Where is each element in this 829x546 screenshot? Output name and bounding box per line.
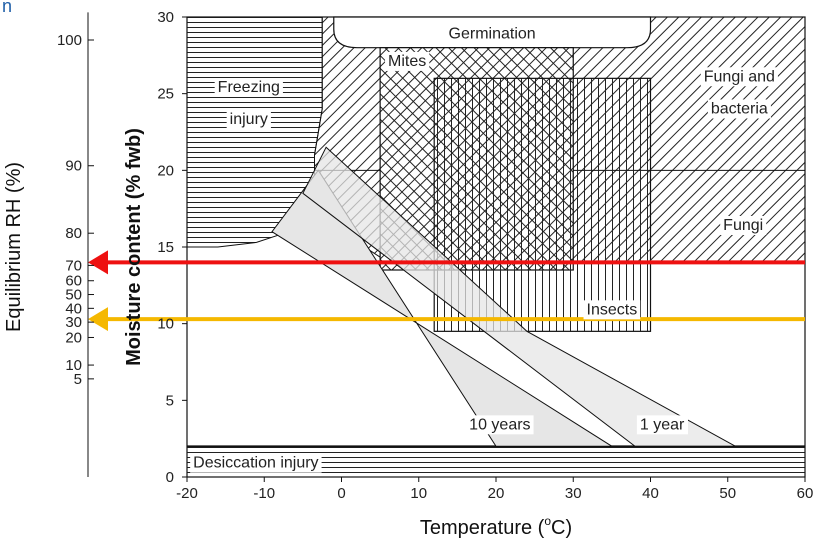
x-tick-label-10: 10 <box>410 485 427 502</box>
mites-label: Mites <box>388 53 426 70</box>
rh-axis-title: Equilibrium RH (%) <box>3 162 25 332</box>
x-tick-label-40: 40 <box>642 485 659 502</box>
mites-label-group: Mites <box>385 51 430 71</box>
desiccation-label: Desiccation injury <box>193 455 318 472</box>
x-axis: -20 -10 0 10 20 30 40 50 60 <box>176 477 813 502</box>
freezing-label-line-1-group: Freezing <box>214 78 283 97</box>
x-axis-title: Temperature (oC) <box>420 514 572 539</box>
rh-tick-label-20: 20 <box>65 329 82 346</box>
fungi-label: Fungi <box>723 217 763 234</box>
band-10-years-label-group: 10 years <box>466 415 534 435</box>
band-1-year-label: 1 year <box>640 416 685 433</box>
desiccation-label-group: Desiccation injury <box>190 453 322 473</box>
rh-tick-label-90: 90 <box>65 158 82 175</box>
x-axis-title-unit: C) <box>551 517 572 539</box>
band-10-years <box>271 169 614 447</box>
y-axis-title: Moisture content (% fwb) <box>123 128 145 366</box>
rh-tick-label-40: 40 <box>65 300 82 317</box>
fungi-bacteria-label-line-2-bg <box>707 99 771 119</box>
rh-tick-label-30: 30 <box>65 314 82 331</box>
rh-tick-label-80: 80 <box>65 225 82 242</box>
y-tick-label-20: 20 <box>157 162 174 179</box>
x-axis-title-main: Temperature ( <box>420 517 545 539</box>
band-1-year-label-group: 1 year <box>636 415 688 435</box>
x-tick-label-60: 60 <box>797 485 814 502</box>
x-tick-label--10: -10 <box>253 485 275 502</box>
freezing-label-line-1: Freezing <box>218 79 280 96</box>
rh-tick-label-5: 5 <box>74 371 82 388</box>
band-10-years-label-bg <box>466 415 534 435</box>
y-tick-label-25: 25 <box>157 86 174 103</box>
freezing-label-line-2-bg <box>226 110 271 130</box>
rh-tick-label-50: 50 <box>65 287 82 304</box>
x-tick-label-30: 30 <box>565 485 582 502</box>
region-labels-layer: Germination Freezing injury Fungi and bacter… <box>190 24 778 473</box>
fungi-bacteria-label-line-1: Fungi and <box>704 68 775 85</box>
insects-label-group: Insects <box>583 300 641 320</box>
x-tick-label-0: 0 <box>337 485 345 502</box>
y-tick-label-15: 15 <box>157 239 174 256</box>
band-1-year-label-bg <box>636 415 688 435</box>
rh-tick-label-10: 10 <box>65 357 82 374</box>
fungi-bacteria-label-line-2: bacteria <box>711 100 768 117</box>
x-tick-label--20: -20 <box>176 485 198 502</box>
mites-label-bg <box>385 51 430 71</box>
germination-label-group: Germination <box>445 24 539 44</box>
x-axis-title-degree: o <box>544 514 551 528</box>
reference-lines-layer <box>88 250 805 332</box>
rh-tick-label-60: 60 <box>65 273 82 290</box>
y-axis: 0 5 10 15 20 25 30 <box>157 9 187 486</box>
fungi-label-group: Fungi <box>720 216 767 235</box>
x-tick-label-50: 50 <box>719 485 736 502</box>
germination-label: Germination <box>449 25 536 42</box>
y-tick-label-10: 10 <box>157 316 174 333</box>
x-tick-label-20: 20 <box>488 485 505 502</box>
rh-tick-label-70: 70 <box>65 257 82 274</box>
freezing-label-line-1-bg <box>214 78 283 97</box>
y-tick-label-30: 30 <box>157 9 174 26</box>
fungi-bacteria-label-line-1-group: Fungi and <box>700 67 778 87</box>
y-tick-label-5: 5 <box>166 392 174 409</box>
fungi-bacteria-label-line-2-group: bacteria <box>707 99 771 119</box>
storage-bands-layer <box>271 146 736 447</box>
germination-label-bg <box>445 24 539 44</box>
rh-tick-label-100: 100 <box>57 32 82 49</box>
desiccation-label-bg <box>190 453 322 473</box>
freezing-label-line-2: injury <box>230 111 268 128</box>
y-tick-label-0: 0 <box>166 469 174 486</box>
fungi-bacteria-label-line-1-bg <box>700 67 778 87</box>
fungi-label-bg <box>720 216 767 235</box>
freezing-label-line-2-group: injury <box>226 110 271 130</box>
band-1-year <box>302 146 736 447</box>
corner-glyph: n <box>2 0 12 16</box>
insects-label-bg <box>583 300 641 320</box>
band-10-years-label: 10 years <box>469 416 530 433</box>
insects-label: Insects <box>587 301 638 318</box>
